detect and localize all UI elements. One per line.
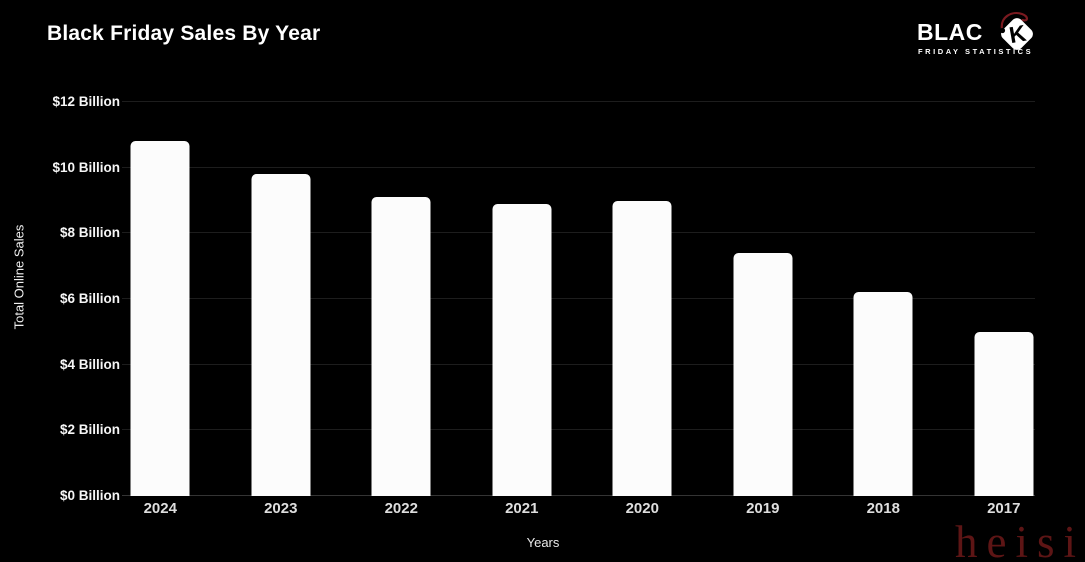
tag-string <box>1000 12 1029 31</box>
bar-2021 <box>492 203 552 496</box>
bar-2019 <box>733 253 793 496</box>
x-axis-tick-label: 2018 <box>866 500 900 517</box>
bar-chart-plot-area <box>100 101 1064 496</box>
x-axis-tick-label: 2024 <box>143 500 177 517</box>
gridline <box>122 298 1035 299</box>
x-axis-line <box>122 495 1035 496</box>
logo-subtitle: FRIDAY STATISTICS <box>918 47 1034 56</box>
bar-2022 <box>371 197 431 496</box>
y-axis-tick-label: $12 Billion <box>52 94 120 109</box>
y-axis-tick-labels: $0 Billion $2 Billion $4 Billion $6 Billion… <box>0 94 120 503</box>
watermark: heisi <box>955 517 1085 562</box>
bars <box>100 102 1064 496</box>
gridline <box>122 429 1035 431</box>
gridline <box>122 166 1035 168</box>
y-axis-tick-label: $0 Billion <box>59 488 120 503</box>
y-axis-tick-label: $2 Billion <box>59 422 120 438</box>
x-axis-tick-label: 2023 <box>264 500 298 517</box>
x-axis-tick-label: 2021 <box>505 500 539 517</box>
x-axis-title: Years <box>526 535 560 550</box>
gridlines <box>100 101 1064 496</box>
logo-wordmark: BLAC <box>917 19 983 45</box>
gridline <box>122 363 1035 365</box>
x-axis-tick-labels: 2024 2023 2022 2021 2020 2019 2018 2017 <box>100 500 1064 522</box>
y-axis-tick-label: $10 Billion <box>52 159 120 175</box>
bar-2020 <box>612 200 672 496</box>
page-title: Black Friday Sales By Year <box>47 22 321 45</box>
x-axis-tick-label: 2019 <box>746 500 780 517</box>
bar-2018 <box>853 292 913 496</box>
y-axis-tick-label: $4 Billion <box>59 356 120 372</box>
x-axis-tick-label: 2020 <box>625 500 659 517</box>
y-axis-tick-label: $8 Billion <box>59 225 120 241</box>
bar-2024 <box>130 141 190 496</box>
gridline <box>122 101 1035 102</box>
x-axis-tick-label: 2022 <box>384 500 418 517</box>
gridline <box>122 232 1035 234</box>
x-axis-tick-label: 2017 <box>987 500 1021 517</box>
logo-k-letter: K <box>1007 20 1028 49</box>
brand-logo: BLAC K FRIDAY STATISTICS <box>917 12 1035 61</box>
price-tag-icon: K <box>999 12 1033 50</box>
y-axis-tick-label: $6 Billion <box>59 291 120 306</box>
bar-2017 <box>974 331 1034 496</box>
bar-2023 <box>251 174 311 496</box>
